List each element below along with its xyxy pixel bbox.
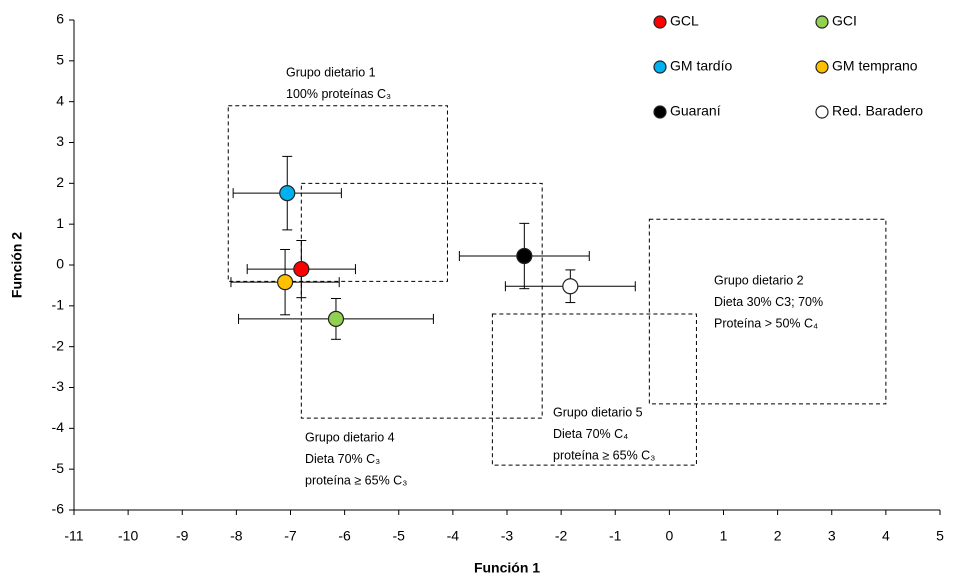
legend-marker [815, 60, 829, 74]
y-tick-label: 1 [56, 215, 64, 231]
y-tick-label: 0 [56, 256, 64, 272]
x-tick-label: -8 [230, 528, 243, 544]
point [562, 278, 579, 295]
region-label: 100% proteínas C₃ [286, 87, 391, 101]
x-tick-label: -1 [609, 528, 622, 544]
region-label: proteína ≥ 65% C₃ [553, 448, 655, 462]
y-tick-label: -4 [52, 419, 65, 435]
legend-marker [653, 15, 667, 29]
legend-label: GM temprano [832, 58, 918, 74]
x-tick-label: -6 [338, 528, 351, 544]
region-box [491, 313, 697, 466]
legend-label: GCL [670, 13, 699, 29]
point [327, 310, 345, 327]
region-label: Grupo dietario 4 [305, 430, 395, 444]
legend-marker [653, 105, 667, 119]
region-box [648, 218, 887, 405]
region-label: Grupo dietario 2 [714, 273, 804, 287]
y-tick-label: -2 [52, 337, 65, 353]
y-tick-label: 5 [56, 52, 64, 68]
region-label: Dieta 30% C3; 70% [714, 295, 823, 309]
x-tick-label: -9 [176, 528, 189, 544]
legend-label: Red. Baradero [832, 103, 923, 119]
x-tick-label: -4 [447, 528, 460, 544]
legend-label: GCI [832, 13, 857, 29]
y-tick-label: -5 [52, 460, 65, 476]
y-tick-label: 6 [56, 11, 64, 27]
point [293, 260, 310, 278]
y-tick-label: -1 [52, 297, 65, 313]
legend-label: GM tardío [670, 58, 732, 74]
x-tick-label: -2 [555, 528, 568, 544]
x-tick-label: -5 [393, 528, 406, 544]
x-tick-label: 4 [882, 528, 890, 544]
y-tick-label: 4 [56, 92, 64, 108]
x-tick-label: 0 [665, 528, 673, 544]
x-tick-label: -7 [284, 528, 297, 544]
point [276, 274, 294, 291]
legend-marker [653, 60, 667, 74]
legend-marker [815, 15, 829, 29]
legend-label: Guaraní [670, 103, 721, 119]
x-tick-label: -3 [501, 528, 514, 544]
region-label: Proteína > 50% C₄ [714, 316, 818, 330]
region-label: Dieta 70% C₃ [305, 452, 380, 466]
region-box [227, 105, 448, 282]
x-tick-label: 3 [828, 528, 836, 544]
y-axis-title: Función 2 [9, 232, 25, 298]
y-tick-label: -6 [52, 501, 65, 517]
y-tick-label: -3 [52, 378, 65, 394]
x-axis-title: Función 1 [474, 560, 540, 576]
region-label: Grupo dietario 5 [553, 405, 643, 419]
x-tick-label: -11 [64, 528, 83, 544]
region-box [300, 182, 543, 419]
region-label: proteína ≥ 65% C₃ [305, 473, 407, 487]
y-tick-label: 2 [56, 174, 64, 190]
y-tick-label: 3 [56, 133, 64, 149]
x-tick-label: -10 [118, 528, 138, 544]
legend-marker [815, 105, 829, 119]
x-tick-label: 1 [720, 528, 728, 544]
x-tick-label: 5 [936, 528, 944, 544]
region-label: Grupo dietario 1 [286, 65, 376, 79]
x-tick-label: 2 [774, 528, 782, 544]
region-label: Dieta 70% C₄ [553, 427, 628, 441]
point [516, 247, 533, 265]
point [279, 185, 296, 202]
